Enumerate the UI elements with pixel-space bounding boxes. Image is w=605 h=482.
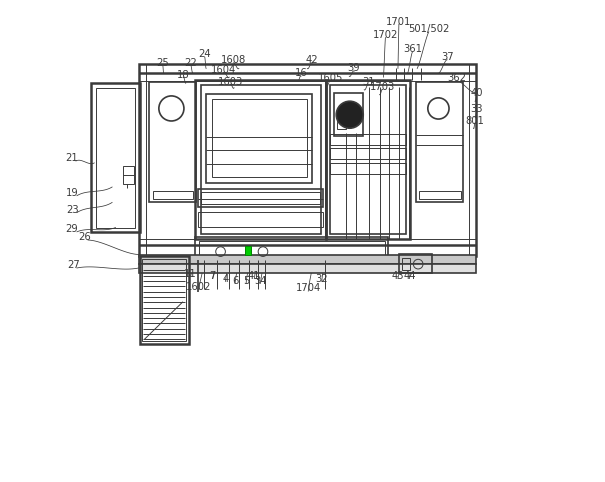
- Text: 22: 22: [185, 58, 197, 67]
- Text: 1701: 1701: [386, 17, 411, 27]
- Circle shape: [336, 101, 363, 128]
- Text: 1608: 1608: [220, 55, 246, 65]
- Text: 501/502: 501/502: [408, 24, 450, 34]
- Bar: [139, 264, 476, 273]
- Bar: [334, 93, 363, 136]
- Bar: [139, 255, 476, 264]
- Bar: [199, 241, 385, 258]
- Bar: [91, 83, 140, 232]
- Bar: [198, 189, 322, 207]
- Bar: [212, 99, 307, 177]
- Bar: [149, 82, 197, 202]
- Bar: [139, 64, 476, 256]
- Text: 42: 42: [306, 55, 318, 65]
- Text: 31: 31: [362, 77, 375, 87]
- Text: 1603: 1603: [218, 77, 243, 87]
- Text: 801: 801: [466, 116, 485, 125]
- Text: 43: 43: [391, 271, 404, 281]
- Text: 26: 26: [78, 232, 91, 242]
- Text: 24: 24: [198, 49, 211, 59]
- Bar: [330, 148, 405, 159]
- Bar: [416, 82, 463, 202]
- Text: 1703: 1703: [370, 82, 395, 92]
- Bar: [123, 166, 134, 184]
- Bar: [330, 85, 405, 234]
- Text: 1704: 1704: [296, 283, 321, 293]
- Text: 27: 27: [67, 260, 80, 270]
- Text: 1702: 1702: [373, 30, 398, 40]
- Text: 37: 37: [441, 52, 453, 62]
- Text: 29: 29: [66, 224, 79, 234]
- Text: 44: 44: [404, 271, 416, 281]
- Bar: [153, 191, 192, 199]
- Bar: [201, 85, 321, 234]
- Text: 4: 4: [222, 274, 229, 283]
- Text: 1602: 1602: [186, 282, 212, 292]
- Text: 33: 33: [471, 105, 483, 114]
- Text: 23: 23: [66, 205, 79, 214]
- Text: 32: 32: [315, 274, 328, 283]
- Text: 1605: 1605: [318, 73, 343, 83]
- Text: 7: 7: [210, 271, 216, 281]
- Text: 41: 41: [248, 271, 261, 281]
- Text: 11: 11: [185, 269, 197, 279]
- Text: 21: 21: [66, 153, 79, 163]
- Bar: [96, 88, 135, 228]
- Bar: [140, 256, 189, 344]
- Bar: [337, 122, 346, 129]
- Text: 5: 5: [243, 276, 249, 285]
- Bar: [330, 134, 405, 145]
- Bar: [206, 94, 312, 183]
- Text: 361: 361: [403, 44, 422, 54]
- Bar: [198, 212, 322, 227]
- Text: 19: 19: [66, 188, 79, 198]
- Text: 1604: 1604: [211, 65, 236, 75]
- Text: 6: 6: [232, 276, 238, 285]
- Text: 39: 39: [348, 64, 361, 73]
- Text: 40: 40: [471, 88, 483, 97]
- Bar: [399, 254, 432, 273]
- Bar: [201, 192, 320, 204]
- Bar: [195, 237, 388, 260]
- Text: 25: 25: [156, 58, 169, 67]
- Bar: [244, 246, 251, 255]
- Text: 362: 362: [447, 73, 466, 83]
- Bar: [337, 113, 347, 120]
- Bar: [325, 80, 410, 239]
- Bar: [330, 163, 405, 174]
- Text: 16: 16: [295, 68, 307, 78]
- Bar: [419, 191, 460, 199]
- Bar: [142, 259, 186, 341]
- Text: 34: 34: [254, 276, 267, 285]
- Bar: [195, 80, 325, 239]
- Bar: [402, 258, 410, 270]
- Text: 18: 18: [177, 70, 190, 80]
